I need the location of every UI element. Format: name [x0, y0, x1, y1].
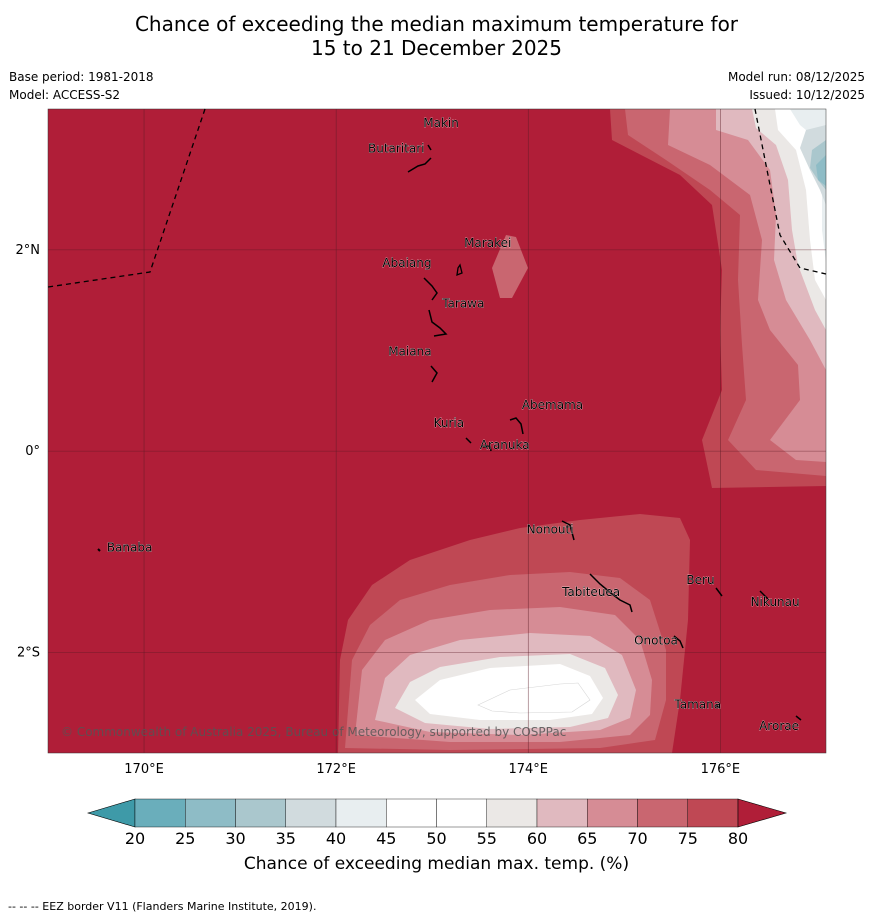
map-frame	[47, 108, 827, 754]
island-outline-beru	[715, 587, 723, 597]
model-run: Model run: 08/12/2025	[727, 70, 865, 84]
meta-right: Model run: 08/12/2025 Issued: 10/12/2025	[728, 68, 865, 104]
island-outline-tamana	[715, 704, 721, 709]
island-outline-arorae	[795, 715, 802, 721]
island-label-beru: Beru	[686, 573, 714, 587]
colorbar-tick-label: 20	[125, 829, 145, 848]
title-line-2: 15 to 21 December 2025	[310, 36, 562, 60]
issued-date: Issued: 10/12/2025	[749, 88, 865, 102]
axis-tick-labels: 170°E 172°E 174°E 176°E 2°N 0° 2°S	[16, 243, 741, 777]
lon-tick-label: 170°E	[124, 762, 164, 777]
island-label-marakei: Marakei	[464, 236, 511, 250]
colorbar-segment	[386, 798, 437, 828]
lon-tick-label: 174°E	[508, 762, 548, 777]
colorbar-tick-label: 30	[225, 829, 245, 848]
meta-left: Base period: 1981-2018 Model: ACCESS-S2	[9, 68, 154, 104]
colorbar-segment	[536, 798, 588, 828]
island-label-maiana: Maiana	[388, 345, 431, 359]
base-period: Base period: 1981-2018	[9, 70, 154, 84]
island-label-makin: Makin	[423, 116, 459, 130]
colorbar-segment	[285, 798, 337, 828]
island-outline-tarawa	[428, 309, 448, 337]
colorbar-tick-label: 80	[728, 829, 748, 848]
island-outline-banaba	[97, 548, 101, 552]
island-outline-butaritari	[407, 157, 432, 173]
island-label-tarawa: Tarawa	[441, 296, 484, 310]
colorbar-tick-label: 45	[376, 829, 396, 848]
island-labels: Makin Butaritari Marakei Abaiang Tarawa Maian…	[107, 116, 800, 733]
lat-tick-label: 0°	[25, 444, 40, 459]
lon-tick-label: 176°E	[701, 762, 741, 777]
island-outline-aranuka	[482, 445, 492, 452]
island-label-tabiteuea: Tabiteuea	[561, 585, 620, 599]
colorbar-tick-label: 50	[426, 829, 446, 848]
title-line-1: Chance of exceeding the median maximum t…	[134, 12, 739, 36]
graticule	[47, 108, 827, 754]
island-outline-abemama	[509, 417, 524, 435]
eez-border-west	[47, 108, 206, 288]
island-label-onotoa: Onotoa	[634, 633, 678, 647]
contour-central-75	[492, 235, 528, 298]
contour-ne-30	[816, 155, 826, 186]
island-outline-makin	[427, 144, 432, 151]
island-label-kuria: Kuria	[434, 416, 465, 430]
island-label-nonouti: Nonouti	[527, 523, 574, 537]
island-outline-abaiang	[423, 277, 438, 301]
colorbar-segment	[335, 798, 387, 828]
contour-ne-45	[790, 109, 826, 262]
island-label-abaiang: Abaiang	[382, 256, 431, 270]
island-label-arorae: Arorae	[759, 719, 799, 733]
colorbar: 20 25 30 35 40 45 50 55 60 65 70 75 80	[86, 798, 788, 848]
colorbar-segment	[637, 798, 688, 828]
island-label-nikunau: Nikunau	[751, 595, 800, 609]
colorbar-tick-label: 60	[527, 829, 547, 848]
contour-south-45	[477, 682, 591, 714]
island-outline-marakei	[456, 263, 463, 277]
colorbar-segments	[86, 798, 788, 828]
colorbar-extend-low	[86, 798, 136, 828]
eez-border	[47, 108, 827, 288]
island-outline-nikunau	[759, 590, 769, 600]
colorbar-tick-label: 35	[276, 829, 296, 848]
island-label-butaritari: Butaritari	[368, 141, 425, 155]
island-label-banaba: Banaba	[107, 541, 153, 555]
island-outline-tabiteuea	[589, 573, 633, 613]
colorbar-tick-label: 75	[678, 829, 698, 848]
lat-tick-label: 2°S	[17, 645, 40, 660]
island-outline-nonouti	[561, 520, 575, 541]
island-outline-maiana	[430, 365, 438, 383]
colorbar-tick-label: 70	[627, 829, 647, 848]
map-title: Chance of exceeding the median maximum t…	[0, 12, 873, 60]
colorbar-segment	[687, 798, 739, 828]
island-outlines	[97, 144, 802, 721]
copyright-notice: © Commonwealth of Australia 2025, Bureau…	[61, 725, 566, 739]
lat-tick-label: 2°N	[16, 243, 41, 258]
island-outline-kuria	[465, 437, 472, 444]
eez-footnote: -- -- -- EEZ border V11 (Flanders Marine…	[8, 900, 317, 913]
colorbar-tick-label: 55	[477, 829, 497, 848]
island-label-abemama: Abemama	[522, 398, 583, 412]
island-outline-onotoa	[673, 635, 684, 649]
colorbar-segment	[486, 798, 538, 828]
colorbar-ticks: 20 25 30 35 40 45 50 55 60 65 70 75 80	[125, 829, 748, 848]
island-label-tamana: Tamana	[673, 698, 721, 712]
eez-border-east	[754, 108, 827, 275]
forecast-map: Makin Butaritari Marakei Abaiang Tarawa Maian…	[16, 108, 827, 777]
colorbar-extend-high	[737, 798, 788, 828]
colorbar-segment	[235, 798, 286, 828]
colorbar-tick-label: 40	[326, 829, 346, 848]
colorbar-segment	[185, 798, 236, 828]
probability-field	[48, 109, 826, 753]
colorbar-segment	[134, 798, 186, 828]
island-label-aranuka: Aranuka	[480, 438, 530, 452]
colorbar-tick-label: 25	[175, 829, 195, 848]
colorbar-segment	[587, 798, 638, 828]
lon-tick-label: 172°E	[316, 762, 356, 777]
colorbar-label: Chance of exceeding median max. temp. (%…	[243, 854, 630, 874]
model-name: Model: ACCESS-S2	[9, 88, 121, 102]
colorbar-tick-label: 65	[577, 829, 597, 848]
colorbar-segment	[436, 798, 487, 828]
